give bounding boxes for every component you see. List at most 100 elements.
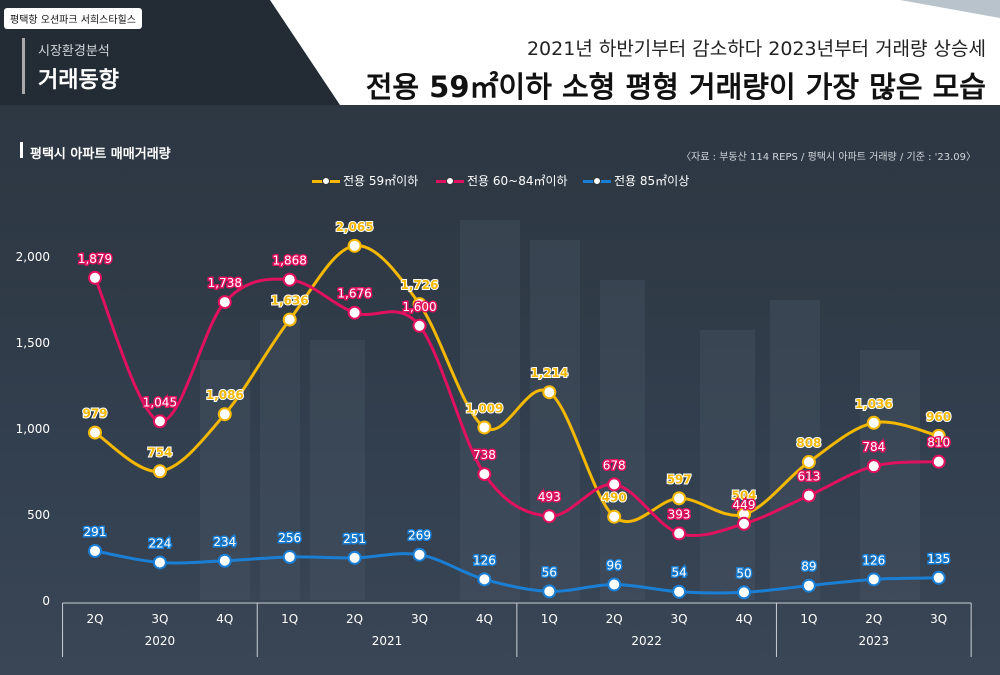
data-label-large: 291 <box>84 525 107 539</box>
data-point-small <box>866 415 881 430</box>
data-point-mid <box>217 295 232 310</box>
data-point-large <box>672 584 687 599</box>
data-label-large: 256 <box>278 531 301 545</box>
data-point-small <box>607 509 622 524</box>
y-tick-label: 1,000 <box>16 422 50 436</box>
headline-main: 전용 59㎡이하 소형 평형 거래량이 가장 많은 모습 <box>365 70 986 104</box>
x-year-label: 2022 <box>631 634 662 648</box>
headline-sub: 2021년 하반기부터 감소하다 2023년부터 거래량 상승세 <box>526 38 986 60</box>
x-tick-label: 3Q <box>151 612 168 626</box>
data-point-large <box>607 577 622 592</box>
x-tick-label: 2Q <box>606 612 623 626</box>
data-label-small: 754 <box>147 445 172 459</box>
brand-badge: 평택항 오션파크 서희스타힐스 <box>4 8 142 29</box>
data-point-large <box>737 585 751 600</box>
data-point-large <box>931 570 946 585</box>
legend-swatch-small <box>312 175 340 187</box>
data-label-mid: 613 <box>797 470 820 484</box>
data-point-mid <box>412 318 427 333</box>
data-point-large <box>217 553 232 568</box>
data-point-mid <box>152 414 167 429</box>
data-label-large: 89 <box>801 560 816 574</box>
legend-item-mid: 전용 60~84㎡이하 <box>436 172 568 189</box>
legend-item-large: 전용 85㎡이상 <box>583 172 689 189</box>
x-year-label: 2021 <box>372 634 403 648</box>
chart-title-bar <box>20 142 23 158</box>
data-point-mid <box>801 488 816 503</box>
legend-swatch-large <box>583 175 611 187</box>
legend-item-small: 전용 59㎡이하 <box>312 172 418 189</box>
data-point-large <box>282 549 297 564</box>
data-label-small: 1,086 <box>206 388 244 402</box>
data-label-mid: 493 <box>538 490 561 504</box>
data-label-small: 1,214 <box>530 366 568 380</box>
data-label-mid: 449 <box>733 498 756 512</box>
data-label-mid: 1,879 <box>78 252 112 266</box>
data-point-mid <box>607 477 622 492</box>
section-subtitle: 시장환경분석 <box>38 44 110 59</box>
data-point-large <box>801 578 816 593</box>
data-point-mid <box>737 516 751 531</box>
data-label-small: 490 <box>602 491 627 505</box>
x-tick-label: 2Q <box>865 612 882 626</box>
data-label-mid: 678 <box>603 458 626 472</box>
legend-label-mid: 전용 60~84㎡이하 <box>467 174 568 188</box>
legend-swatch-mid <box>436 175 464 187</box>
data-label-small: 979 <box>82 407 107 421</box>
section-title: 거래동향 <box>38 68 119 93</box>
data-point-large <box>347 550 362 565</box>
data-point-small <box>672 491 687 506</box>
data-label-large: 50 <box>736 566 751 580</box>
header-background <box>0 0 1000 105</box>
x-year-label: 2023 <box>859 634 890 648</box>
data-point-large <box>152 555 167 570</box>
data-point-mid <box>931 454 946 469</box>
data-point-large <box>477 572 492 587</box>
x-tick-label: 1Q <box>281 612 298 626</box>
data-label-large: 269 <box>408 529 431 543</box>
chart-legend: 전용 59㎡이하 전용 60~84㎡이하 전용 85㎡이상 <box>0 172 1000 192</box>
data-label-mid: 1,676 <box>337 287 371 301</box>
data-label-mid: 1,738 <box>208 276 242 290</box>
data-label-small: 2,065 <box>336 220 374 234</box>
data-point-mid <box>542 509 557 524</box>
data-point-large <box>866 572 881 587</box>
data-label-mid: 393 <box>668 507 691 521</box>
data-point-mid <box>347 305 362 320</box>
data-label-large: 224 <box>148 536 171 550</box>
data-point-small <box>477 420 492 435</box>
source-note: 〈자료 : 부동산 114 REPS / 평택시 아파트 거래량 / 기준 : … <box>681 152 976 163</box>
data-point-small <box>282 312 297 327</box>
data-point-mid <box>88 270 102 285</box>
data-label-large: 56 <box>542 565 557 579</box>
x-tick-label: 1Q <box>541 612 558 626</box>
data-point-mid <box>477 467 492 482</box>
chart-title: 평택시 아파트 매매거래량 <box>30 147 171 162</box>
x-tick-label: 2Q <box>346 612 363 626</box>
data-label-mid: 1,868 <box>273 254 307 268</box>
data-point-small <box>152 464 167 479</box>
data-label-large: 234 <box>213 535 236 549</box>
data-point-mid <box>672 526 687 541</box>
x-year-label: 2020 <box>145 634 176 648</box>
data-label-large: 126 <box>473 553 496 567</box>
data-label-small: 1,009 <box>465 401 503 415</box>
y-tick-label: 1,500 <box>16 336 50 350</box>
data-label-mid: 784 <box>862 440 885 454</box>
data-label-small: 1,636 <box>271 294 309 308</box>
legend-label-small: 전용 59㎡이하 <box>343 174 419 188</box>
data-label-large: 251 <box>343 532 366 546</box>
x-tick-label: 2Q <box>86 612 103 626</box>
data-label-large: 135 <box>927 552 950 566</box>
data-label-mid: 1,600 <box>402 300 436 314</box>
data-point-large <box>542 584 557 599</box>
data-label-small: 597 <box>667 472 692 486</box>
data-point-small <box>347 238 362 253</box>
data-point-large <box>412 547 427 562</box>
data-label-large: 126 <box>862 553 885 567</box>
data-label-small: 960 <box>926 410 951 424</box>
data-label-small: 504 <box>731 488 756 502</box>
data-point-small <box>931 428 946 443</box>
y-tick-label: 0 <box>42 594 50 608</box>
data-point-small <box>412 297 427 312</box>
